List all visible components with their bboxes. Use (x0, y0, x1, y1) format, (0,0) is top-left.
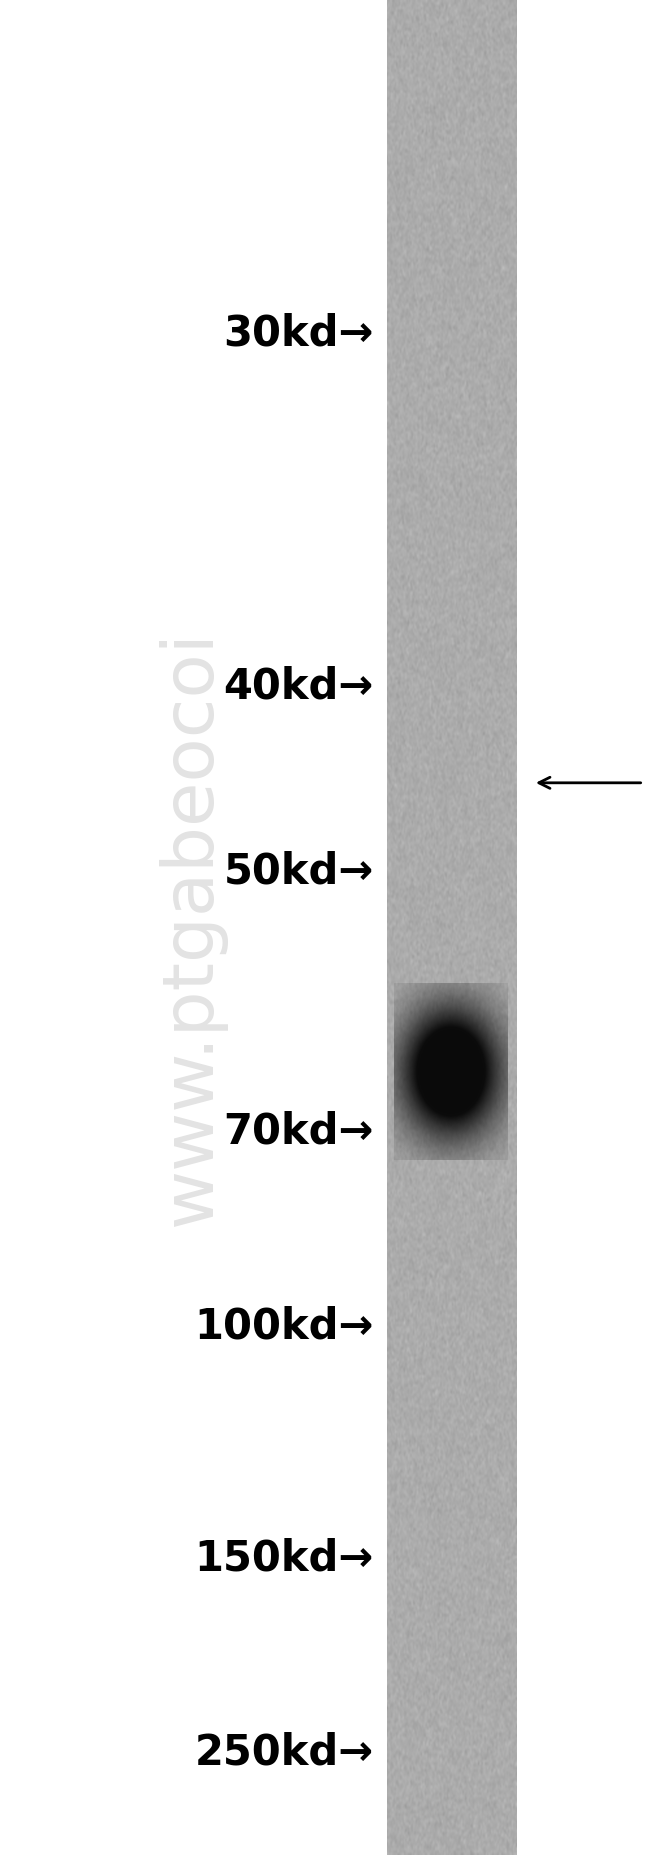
Text: www.ptgabeocoi: www.ptgabeocoi (157, 629, 226, 1226)
Text: 40kd→: 40kd→ (224, 666, 374, 707)
Text: 100kd→: 100kd→ (194, 1306, 374, 1347)
Text: 50kd→: 50kd→ (224, 851, 374, 892)
Text: 250kd→: 250kd→ (194, 1733, 374, 1773)
Text: 30kd→: 30kd→ (224, 313, 374, 354)
Text: 150kd→: 150kd→ (194, 1538, 374, 1579)
Text: 70kd→: 70kd→ (224, 1111, 374, 1152)
